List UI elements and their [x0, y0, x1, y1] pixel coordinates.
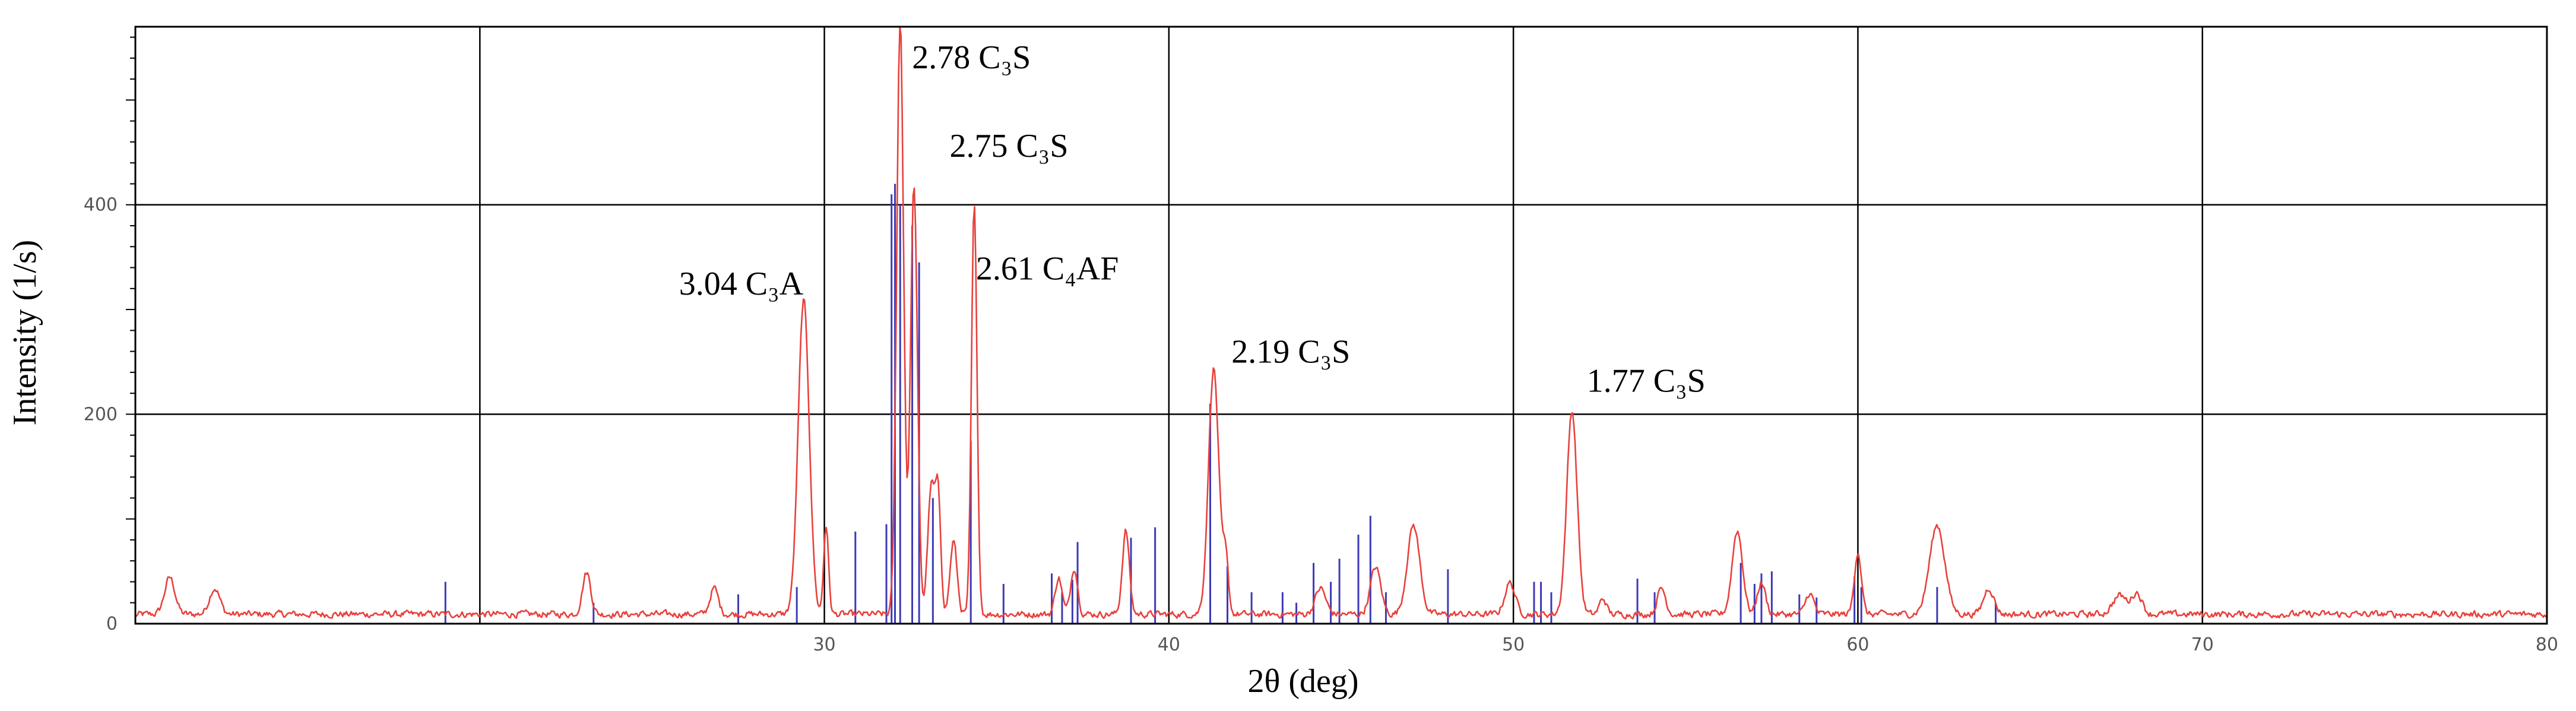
x-tick-label: 80 [2536, 634, 2558, 655]
plot-frame [134, 26, 2548, 625]
x-tick-label: 70 [2191, 634, 2214, 655]
y-tick-label: 0 [106, 614, 118, 634]
y-axis-label: Intensity (1/s) [7, 240, 43, 426]
reference-lines-layer [444, 184, 1997, 624]
measured-series-layer [135, 26, 2548, 620]
peak-annotation: 2.19 C₃S [1231, 334, 1350, 371]
y-tick-label: 200 [84, 404, 118, 425]
peak-annotation: 3.04 C₃A [679, 266, 804, 302]
x-tick-label: 50 [1502, 634, 1525, 655]
peak-annotation: 2.75 C₃S [949, 128, 1068, 165]
measured-series-line [135, 26, 2548, 620]
y-tick-label: 400 [84, 195, 118, 216]
peak-annotation: 2.61 C₄AF [976, 250, 1119, 287]
peak-annotation: 2.78 C₃S [912, 39, 1031, 76]
peak-annotations-layer: 3.04 C₃A 2.78 C₃S 2.75 C₃S 2.61 C₄AF 2.19 C₃… [679, 39, 1706, 400]
grid-layer [135, 27, 2547, 624]
x-tick-label: 60 [1846, 634, 1869, 655]
x-tick-label: 30 [813, 634, 835, 655]
x-tick-label: 40 [1158, 634, 1180, 655]
peak-annotation: 1.77 C₃S [1587, 363, 1706, 400]
x-axis-label: 2θ (deg) [1248, 663, 1359, 700]
tick-labels-layer: 30 40 50 60 70 80 0 200 400 [84, 195, 2558, 655]
plot-frame-layer [126, 26, 2548, 625]
